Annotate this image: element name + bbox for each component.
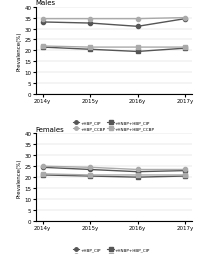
Legend: +HBP_CIP, +HBP_CCBP, +HNBP+HBP_CIP, +HNBP+HBP_CCBP: +HBP_CIP, +HBP_CCBP, +HNBP+HBP_CIP, +HNB… (73, 247, 155, 254)
Y-axis label: Prevalence(%): Prevalence(%) (17, 31, 22, 71)
Y-axis label: Prevalence(%): Prevalence(%) (17, 158, 22, 197)
Text: Males: Males (36, 0, 56, 6)
Text: Females: Females (36, 126, 64, 132)
Legend: +HBP_CIP, +HBP_CCBP, +HNBP+HBP_CIP, +HNBP+HBP_CCBP: +HBP_CIP, +HBP_CCBP, +HNBP+HBP_CIP, +HNB… (73, 121, 155, 131)
